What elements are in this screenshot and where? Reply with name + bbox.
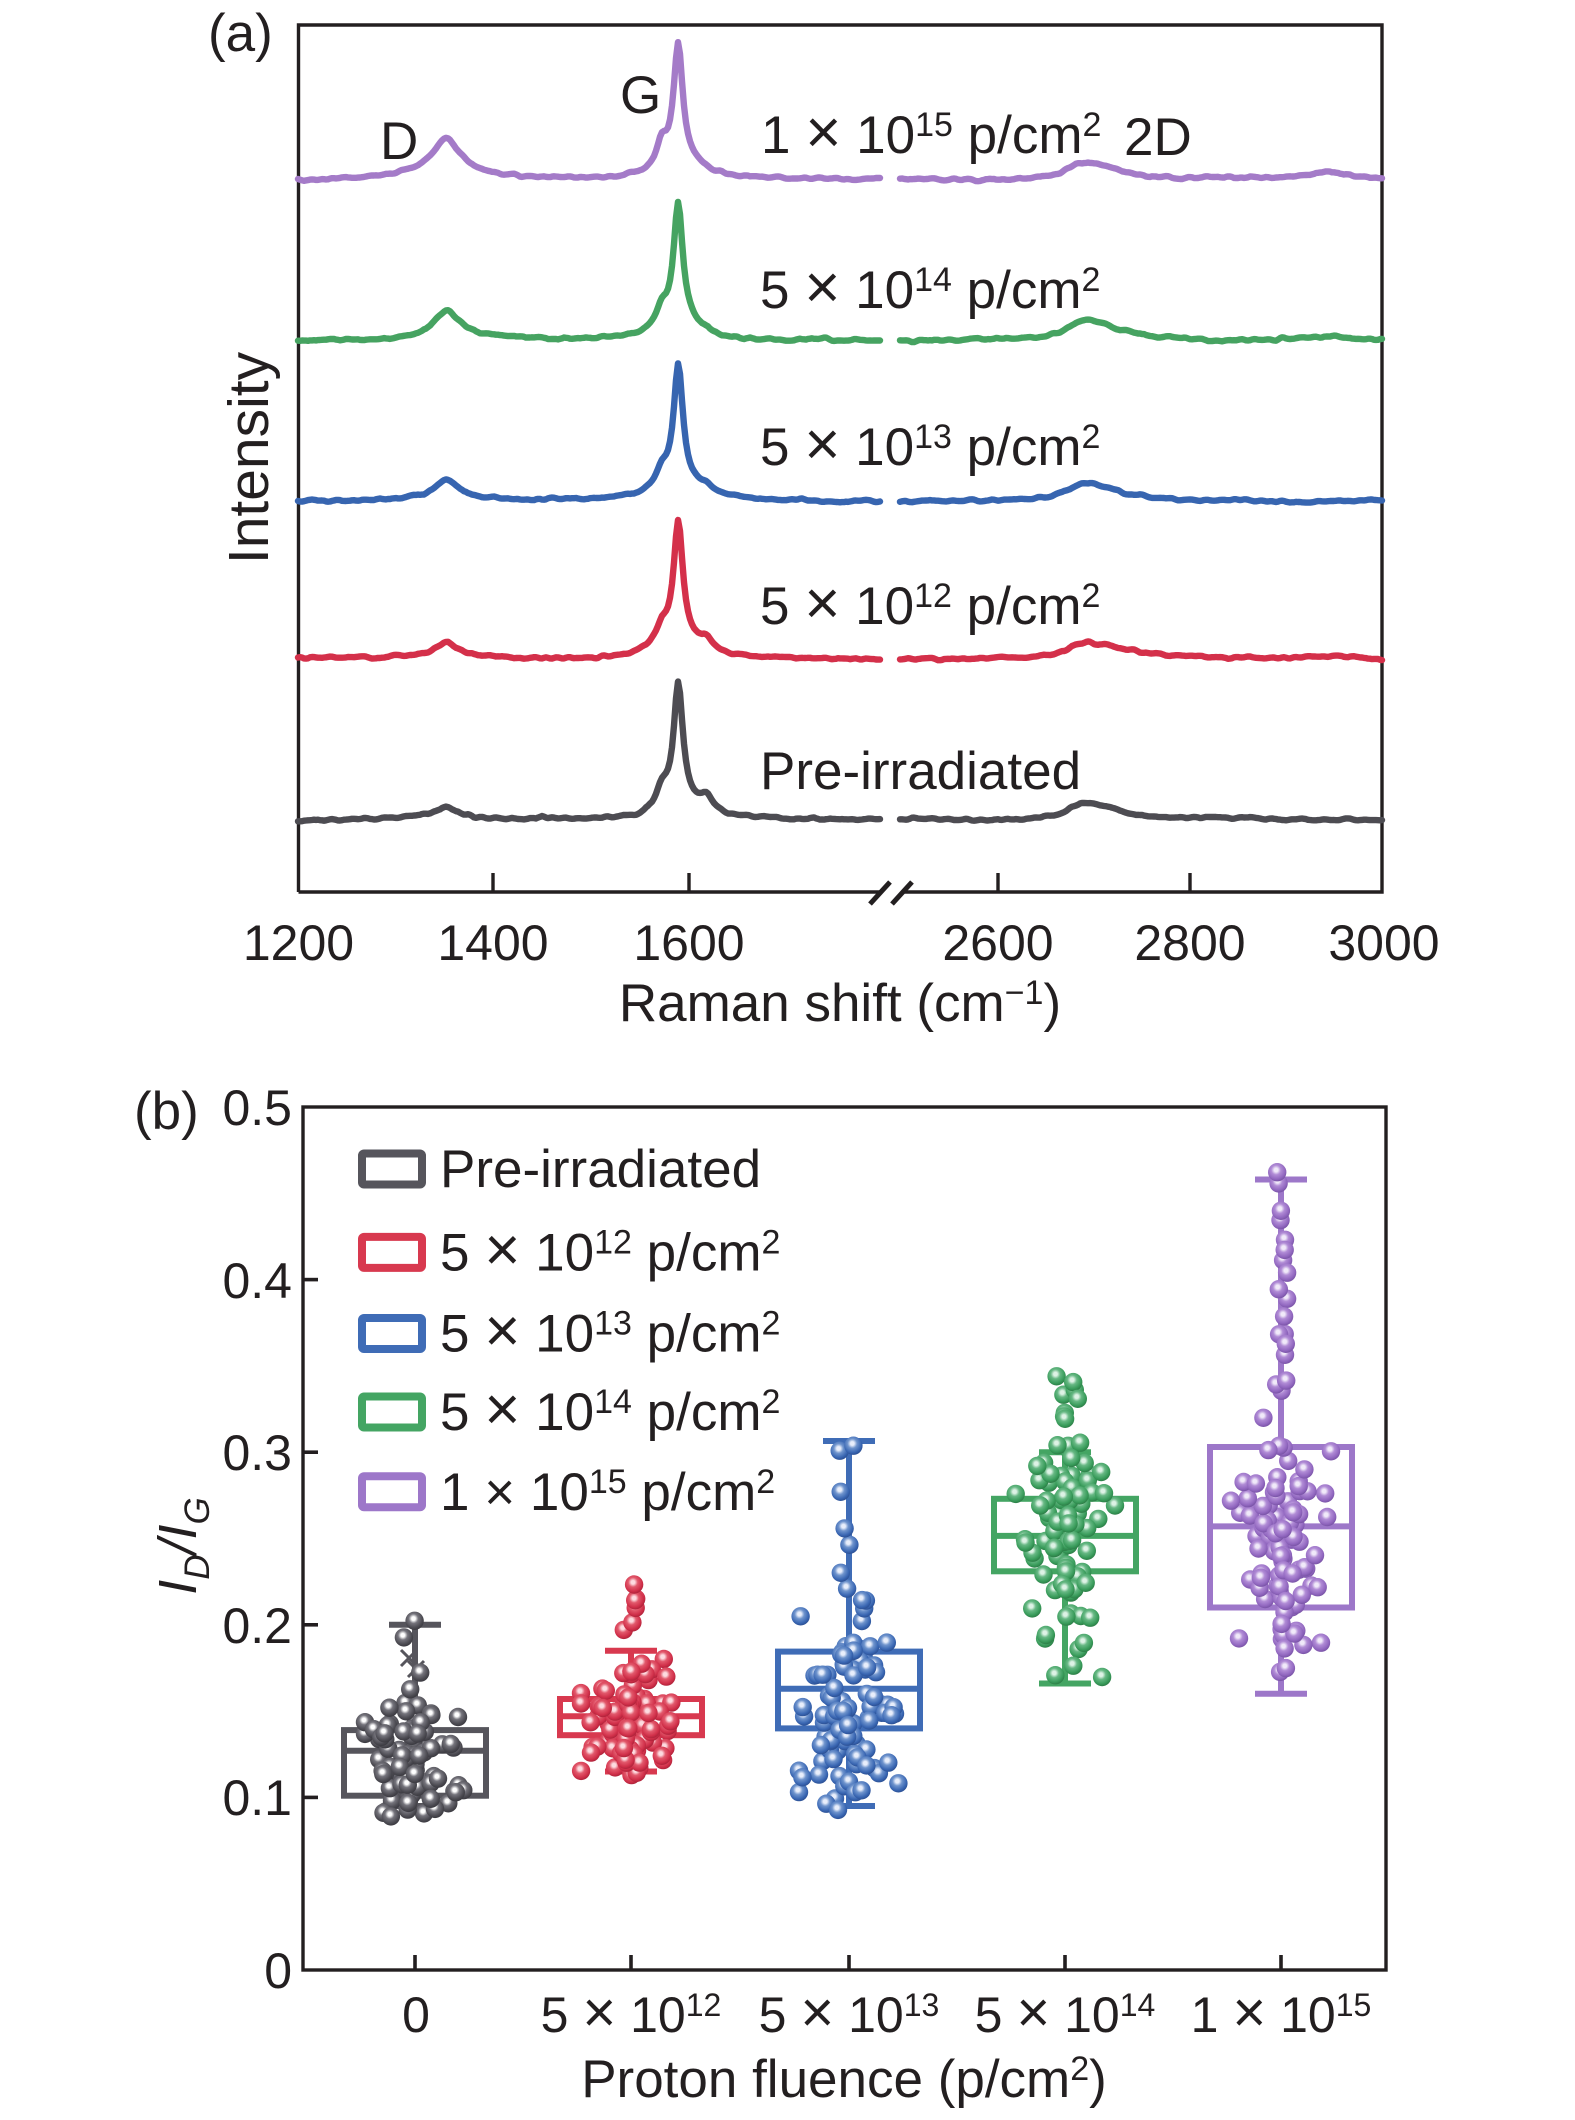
svg-text:G: G (620, 66, 661, 125)
svg-text:2800: 2800 (1134, 915, 1245, 971)
svg-text:1 × 1015 p/cm2: 1 × 1015 p/cm2 (440, 1463, 775, 1522)
svg-text:5 × 1013 p/cm2: 5 × 1013 p/cm2 (760, 410, 1100, 479)
svg-text:2D: 2D (1124, 108, 1192, 167)
svg-text:0.1: 0.1 (222, 1770, 292, 1826)
svg-text:1200: 1200 (243, 915, 354, 971)
svg-text:Intensity: Intensity (217, 351, 281, 564)
svg-text:5 × 1013 p/cm2: 5 × 1013 p/cm2 (440, 1297, 780, 1366)
svg-text:0: 0 (402, 1987, 430, 2043)
svg-text:Pre-irradiated: Pre-irradiated (440, 1140, 761, 1199)
svg-text:(b): (b) (134, 1082, 199, 1141)
svg-text:5 × 1014 p/cm2: 5 × 1014 p/cm2 (760, 253, 1100, 322)
svg-text:D: D (380, 112, 418, 171)
svg-text:0.3: 0.3 (222, 1425, 292, 1481)
svg-text:0.5: 0.5 (222, 1080, 292, 1136)
svg-text:0: 0 (264, 1943, 292, 1999)
svg-text:1400: 1400 (437, 915, 548, 971)
svg-text:2600: 2600 (942, 915, 1053, 971)
svg-text:Proton fluence (p/cm2): Proton fluence (p/cm2) (581, 2050, 1107, 2109)
svg-text:(a): (a) (208, 4, 273, 63)
svg-text:5 × 1012 p/cm2: 5 × 1012 p/cm2 (760, 569, 1100, 638)
svg-text:1 × 1015: 1 × 1015 (1191, 1980, 1372, 2045)
svg-text:0.4: 0.4 (222, 1253, 292, 1309)
svg-text:1600: 1600 (633, 915, 744, 971)
svg-text:0.2: 0.2 (222, 1598, 292, 1654)
svg-text:3000: 3000 (1328, 915, 1439, 971)
svg-text:Pre-irradiated: Pre-irradiated (760, 742, 1081, 801)
svg-text:5 × 1012 p/cm2: 5 × 1012 p/cm2 (440, 1215, 780, 1284)
svg-text:Raman shift (cm−1): Raman shift (cm−1) (619, 974, 1061, 1033)
